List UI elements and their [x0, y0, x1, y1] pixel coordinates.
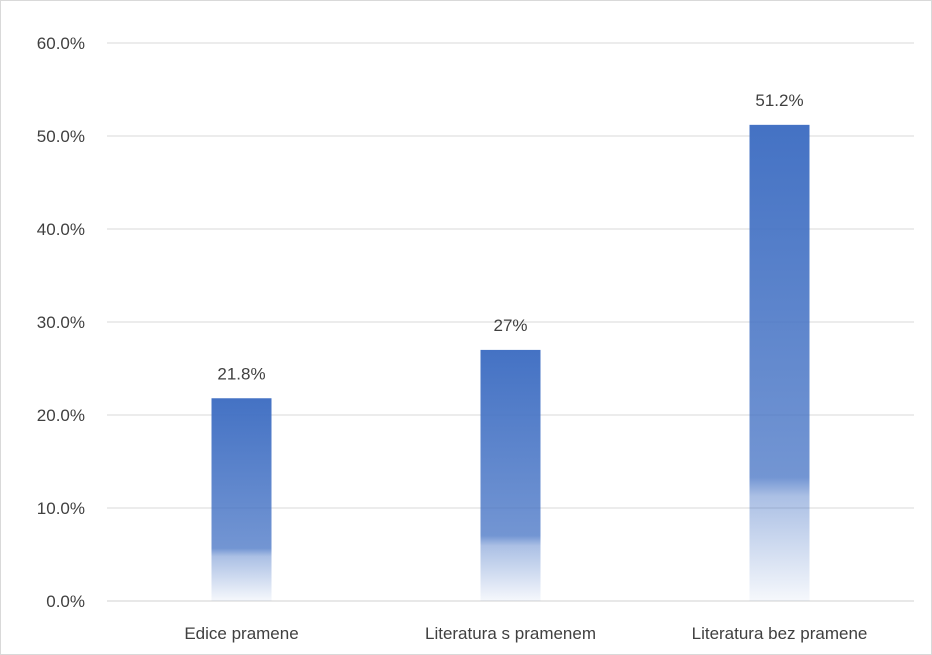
data-labels: 21.8% 27% 51.2% [217, 91, 803, 383]
bar-data-label: 51.2% [755, 91, 803, 110]
bar [211, 398, 272, 601]
bar-data-label: 21.8% [217, 364, 265, 383]
y-tick-label: 40.0% [37, 220, 85, 239]
y-axis-ticks: 0.0% 10.0% 20.0% 30.0% 40.0% 50.0% 60.0% [37, 34, 85, 611]
y-tick-label: 60.0% [37, 34, 85, 53]
bar [749, 124, 810, 601]
category-label: Literatura bez pramene [692, 624, 868, 643]
bar [480, 349, 541, 601]
category-label: Edice pramene [184, 624, 298, 643]
category-label: Literatura s pramenem [425, 624, 596, 643]
x-axis-categories: Edice pramene Literatura s pramenem Litera… [184, 624, 867, 643]
y-tick-label: 30.0% [37, 313, 85, 332]
y-tick-label: 0.0% [46, 592, 85, 611]
bars [211, 124, 810, 601]
bar-data-label: 27% [493, 316, 527, 335]
y-tick-label: 20.0% [37, 406, 85, 425]
y-tick-label: 50.0% [37, 127, 85, 146]
y-tick-label: 10.0% [37, 499, 85, 518]
